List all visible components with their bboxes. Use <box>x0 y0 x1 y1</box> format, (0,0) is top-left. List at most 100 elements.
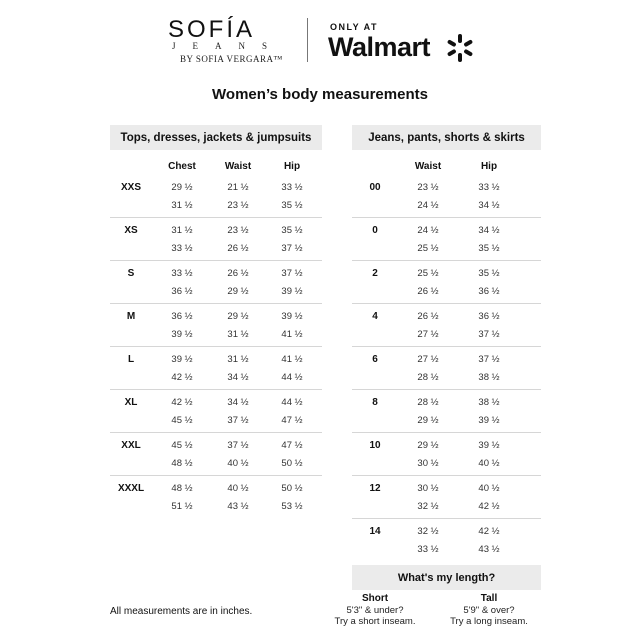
tops-chest-max: 33 ½ <box>171 243 193 254</box>
row-divider <box>110 432 322 433</box>
bottoms-size-label: 8 <box>372 397 378 408</box>
tops-size-label: L <box>127 354 135 365</box>
bottoms-waist-max: 26 ½ <box>417 286 439 297</box>
bottoms-size-label: 14 <box>369 526 381 537</box>
bottoms-hip-max: 42 ½ <box>478 501 500 512</box>
bottoms-waist-max: 25 ½ <box>417 243 439 254</box>
tops-col-chest: Chest <box>168 161 196 172</box>
tops-chest-max: 36 ½ <box>171 286 193 297</box>
tops-chest-max: 45 ½ <box>171 415 193 426</box>
tops-chest-max: 48 ½ <box>171 458 193 469</box>
bottoms-hip-min: 39 ½ <box>478 440 500 451</box>
tops-waist-min: 23 ½ <box>227 225 249 236</box>
tops-chest-max: 31 ½ <box>171 200 193 211</box>
bottoms-hip-min: 34 ½ <box>478 225 500 236</box>
bottoms-waist-min: 23 ½ <box>417 182 439 193</box>
row-divider <box>110 346 322 347</box>
bottoms-size-label: 12 <box>369 483 381 494</box>
tops-chest-max: 39 ½ <box>171 329 193 340</box>
tops-size-label: XXL <box>121 440 141 451</box>
tops-size-label: XS <box>124 225 138 236</box>
row-divider <box>110 260 322 261</box>
bottoms-hip-min: 37 ½ <box>478 354 500 365</box>
tops-size-label: XXXL <box>117 483 145 494</box>
tops-chest-max: 51 ½ <box>171 501 193 512</box>
logo-divider <box>307 18 308 62</box>
tops-size-label: M <box>126 311 136 322</box>
bottoms-waist-max: 33 ½ <box>417 544 439 555</box>
tops-hip-max: 41 ½ <box>281 329 303 340</box>
bottoms-waist-min: 25 ½ <box>417 268 439 279</box>
tops-size-label: XL <box>124 397 138 408</box>
tops-hip-min: 50 ½ <box>281 483 303 494</box>
tops-chest-min: 29 ½ <box>171 182 193 193</box>
tops-chest-min: 31 ½ <box>171 225 193 236</box>
bottoms-waist-max: 29 ½ <box>417 415 439 426</box>
bottoms-waist-min: 26 ½ <box>417 311 439 322</box>
tops-waist-min: 26 ½ <box>227 268 249 279</box>
bottoms-hip-min: 35 ½ <box>478 268 500 279</box>
tops-hip-min: 35 ½ <box>281 225 303 236</box>
tops-hip-max: 37 ½ <box>281 243 303 254</box>
length-header-text: What's my length? <box>397 571 496 584</box>
row-divider <box>352 389 541 390</box>
row-divider <box>110 217 322 218</box>
bottoms-hip-min: 40 ½ <box>478 483 500 494</box>
tops-hip-min: 41 ½ <box>281 354 303 365</box>
bottoms-waist-min: 32 ½ <box>417 526 439 537</box>
tops-waist-min: 37 ½ <box>227 440 249 451</box>
tops-hip-min: 37 ½ <box>281 268 303 279</box>
short-line2: Try a short inseam. <box>334 616 416 627</box>
tops-waist-max: 37 ½ <box>227 415 249 426</box>
tops-hip-max: 35 ½ <box>281 200 303 211</box>
walmart-logo: Walmart <box>328 32 431 62</box>
tops-hip-max: 50 ½ <box>281 458 303 469</box>
bottoms-waist-min: 29 ½ <box>417 440 439 451</box>
bottoms-waist-min: 27 ½ <box>417 354 439 365</box>
tops-hip-min: 39 ½ <box>281 311 303 322</box>
sofia-logo-jeans: JEANS <box>172 41 285 51</box>
bottoms-hip-max: 43 ½ <box>478 544 500 555</box>
tops-table-header: Tops, dresses, jackets & jumpsuits <box>110 125 322 150</box>
bottoms-hip-max: 36 ½ <box>478 286 500 297</box>
tops-waist-max: 43 ½ <box>227 501 249 512</box>
tall-line2: Try a long inseam. <box>450 616 528 627</box>
sofia-logo: SOFÍA <box>168 16 256 43</box>
walmart-spark-icon <box>447 34 473 62</box>
tops-waist-max: 34 ½ <box>227 372 249 383</box>
tops-hip-min: 47 ½ <box>281 440 303 451</box>
tops-hip-min: 44 ½ <box>281 397 303 408</box>
tops-col-hip: Hip <box>283 161 301 172</box>
tops-size-label: XXS <box>120 182 142 193</box>
tops-chest-min: 33 ½ <box>171 268 193 279</box>
bottoms-waist-max: 24 ½ <box>417 200 439 211</box>
tops-chest-min: 48 ½ <box>171 483 193 494</box>
tops-chest-min: 42 ½ <box>171 397 193 408</box>
page-title: Women’s body measurements <box>212 86 428 103</box>
tops-waist-max: 31 ½ <box>227 329 249 340</box>
tops-waist-min: 31 ½ <box>227 354 249 365</box>
short-line1: 5'3" & under? <box>346 605 404 616</box>
tops-chest-min: 36 ½ <box>171 311 193 322</box>
bottoms-hip-min: 33 ½ <box>478 182 500 193</box>
bottoms-hip-min: 36 ½ <box>478 311 500 322</box>
row-divider <box>352 518 541 519</box>
tops-hip-min: 33 ½ <box>281 182 303 193</box>
bottoms-waist-min: 28 ½ <box>417 397 439 408</box>
bottoms-hip-max: 34 ½ <box>478 200 500 211</box>
length-header: What's my length? <box>352 565 541 590</box>
tops-hip-max: 39 ½ <box>281 286 303 297</box>
bottoms-waist-max: 32 ½ <box>417 501 439 512</box>
tops-waist-min: 29 ½ <box>227 311 249 322</box>
bottoms-hip-max: 38 ½ <box>478 372 500 383</box>
bottoms-size-label: 6 <box>372 354 378 365</box>
bottoms-hip-min: 38 ½ <box>478 397 500 408</box>
bottoms-size-label: 4 <box>372 311 378 322</box>
row-divider <box>352 303 541 304</box>
bottoms-size-label: 10 <box>369 440 381 451</box>
bottoms-hip-max: 40 ½ <box>478 458 500 469</box>
row-divider <box>352 346 541 347</box>
bottoms-size-label: 0 <box>372 225 378 236</box>
bottoms-waist-max: 27 ½ <box>417 329 439 340</box>
